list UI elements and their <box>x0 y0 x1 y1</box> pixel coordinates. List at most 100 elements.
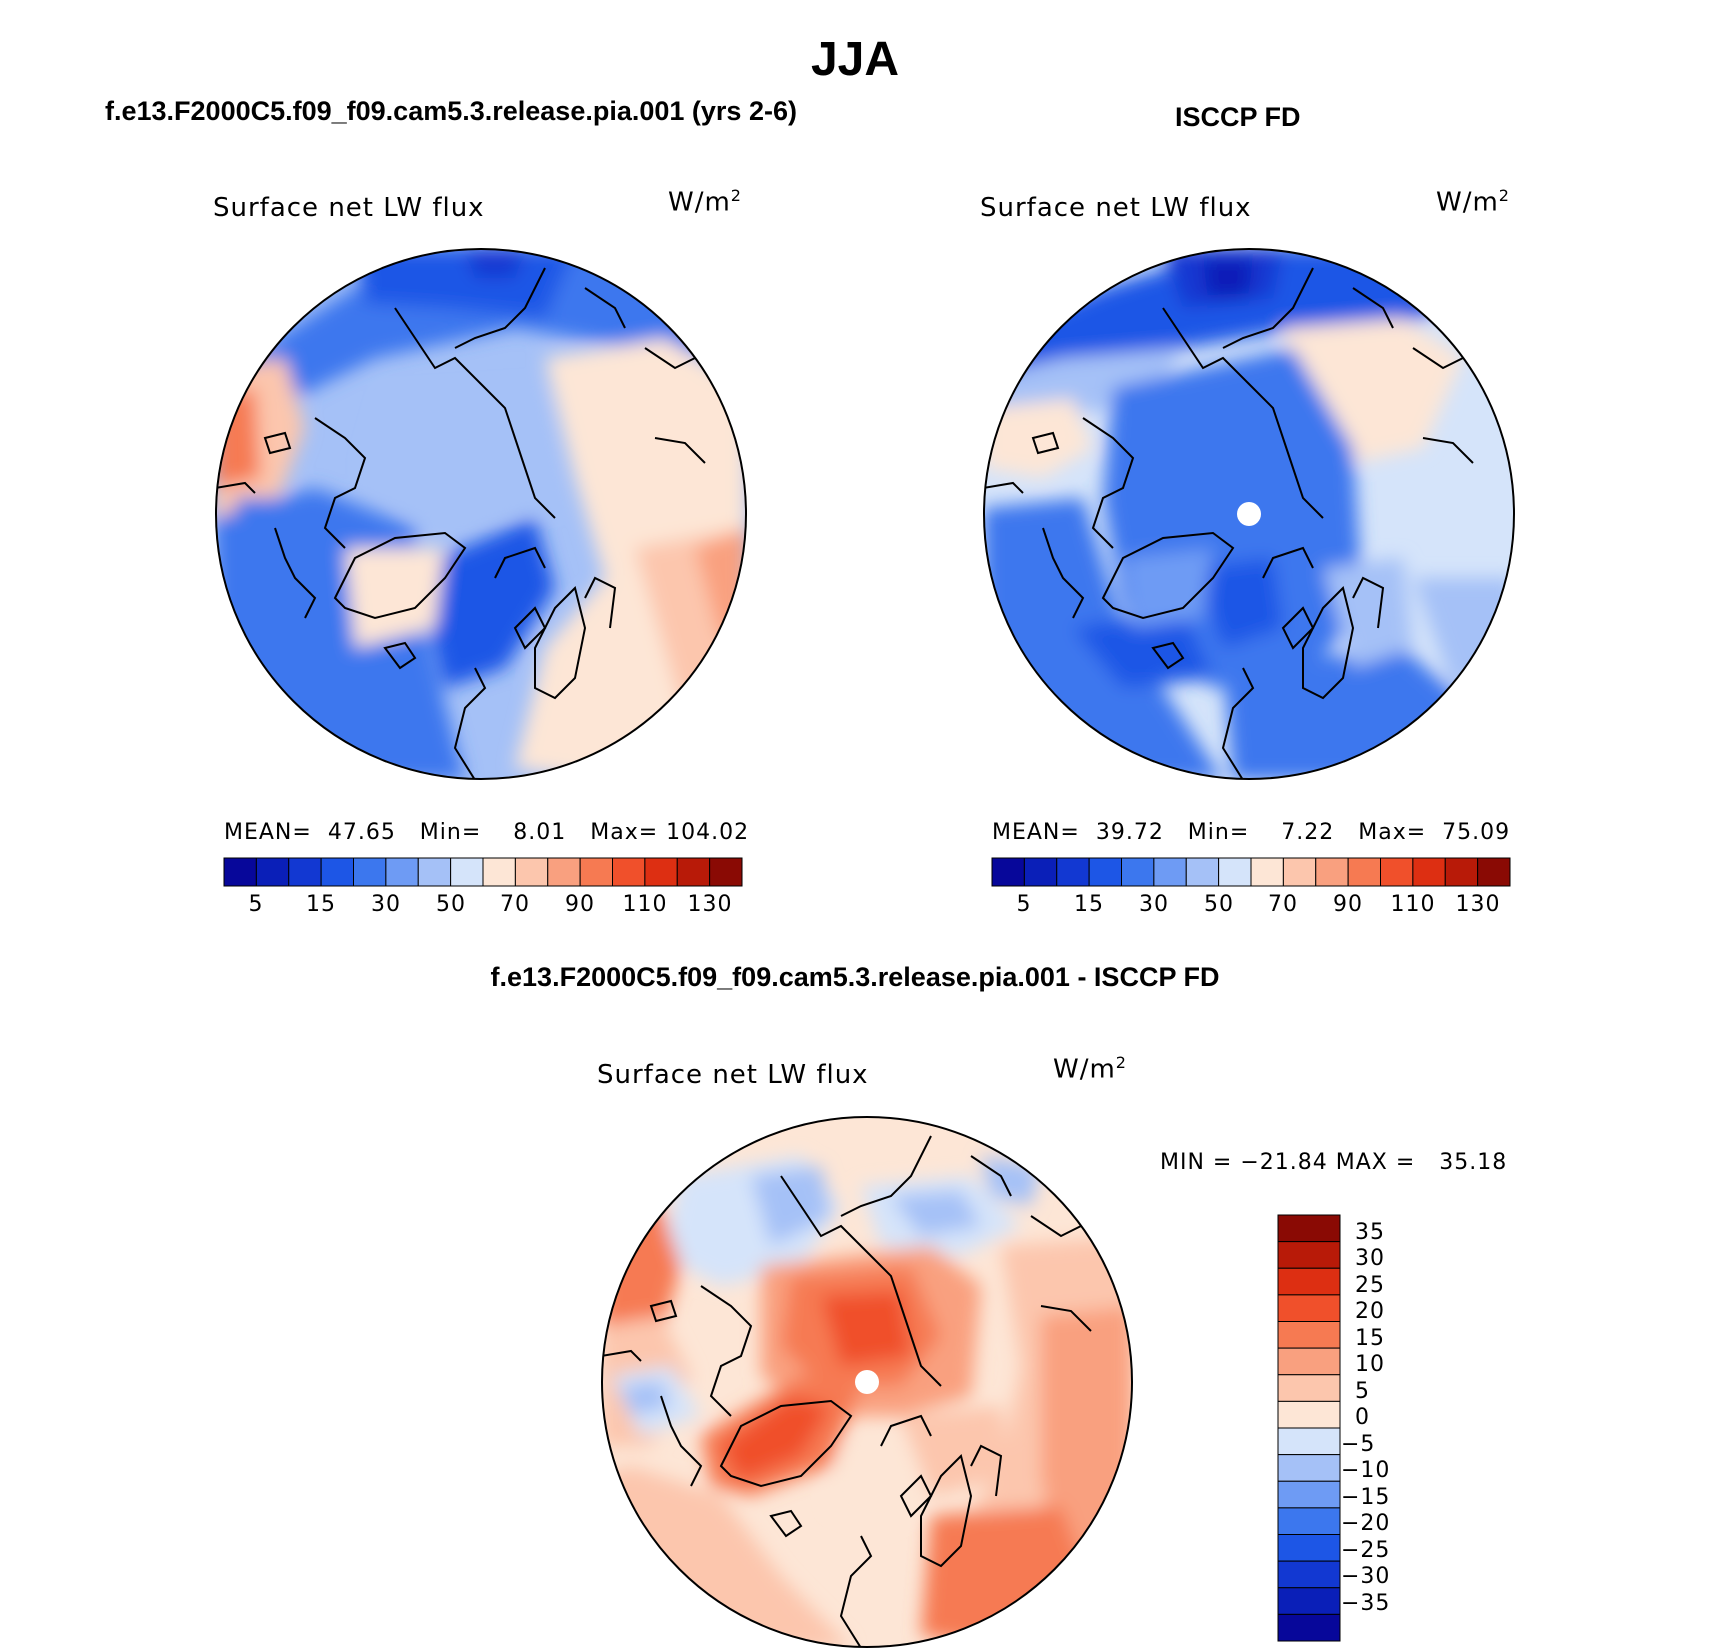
colorbar-swatch <box>514 857 549 887</box>
colorbar-swatch <box>1153 857 1187 887</box>
colorbar-swatch <box>644 857 678 887</box>
difference-polar-map <box>601 1116 1133 1648</box>
colorbar-tick: 110 <box>1390 892 1436 917</box>
coastline-lines <box>216 267 706 779</box>
figure-title: JJA <box>810 33 900 86</box>
colorbar-tick: 30 <box>1139 892 1169 917</box>
colorbar-tick: 35 <box>1355 1220 1385 1245</box>
colorbar-swatch <box>1218 857 1252 887</box>
model-stats: MEAN= 47.65 Min= 8.01 Max= 104.02 <box>224 820 750 845</box>
difference-unit-label: W/m2 <box>1053 1053 1127 1085</box>
pole-hole <box>855 1370 879 1394</box>
colorbar-swatch <box>1347 857 1382 887</box>
obs-colorbar-swatches <box>991 857 1511 887</box>
colorbar-swatch <box>288 857 322 887</box>
colorbar-tick: 70 <box>1268 892 1298 917</box>
colorbar-swatch <box>1277 1454 1341 1482</box>
colorbar-tick: 5 <box>248 892 264 917</box>
colorbar-tick: 130 <box>687 892 733 917</box>
obs-panel-header: ISCCP FD <box>1175 102 1301 132</box>
colorbar-swatch <box>991 857 1025 887</box>
colorbar-swatch <box>255 857 290 887</box>
colorbar-swatch <box>1277 1587 1341 1615</box>
colorbar-swatch <box>1056 857 1090 887</box>
colorbar-tick: −10 <box>1341 1458 1391 1483</box>
colorbar-tick: −30 <box>1341 1564 1391 1589</box>
colorbar-swatch <box>1277 1560 1341 1589</box>
colorbar-swatch <box>223 857 257 887</box>
obs-plot-title: Surface net LW flux <box>980 193 1252 223</box>
colorbar-tick: 90 <box>1333 892 1363 917</box>
colorbar-swatch <box>385 857 419 887</box>
colorbar-swatch <box>482 857 516 887</box>
difference-stats: MIN = −21.84 MAX = 35.18 <box>1160 1150 1508 1175</box>
colorbar-tick: 15 <box>1355 1326 1385 1351</box>
colorbar-swatch <box>1250 857 1284 887</box>
colorbar-swatch <box>676 857 711 887</box>
pole-hole <box>1237 502 1261 526</box>
colorbar-tick: 5 <box>1355 1379 1370 1404</box>
colorbar-swatch <box>1315 857 1349 887</box>
colorbar-tick: 10 <box>1355 1352 1385 1377</box>
difference-colorbar <box>1277 1214 1341 1642</box>
colorbar-swatch <box>1023 857 1058 887</box>
colorbar-tick: 20 <box>1355 1299 1385 1324</box>
colorbar-swatch <box>1277 1267 1341 1296</box>
model-colorbar-swatches <box>223 857 743 887</box>
coastline-lines <box>984 267 1474 779</box>
model-polar-map <box>215 248 747 780</box>
colorbar-swatch <box>1277 1321 1341 1349</box>
colorbar-swatch <box>1277 1427 1341 1456</box>
colorbar-swatch <box>1277 1400 1341 1429</box>
colorbar-swatch <box>1185 857 1220 887</box>
obs-polar-map <box>983 248 1515 780</box>
colorbar-swatch <box>1444 857 1479 887</box>
colorbar-swatch <box>1277 1613 1341 1642</box>
colorbar-tick: −25 <box>1341 1538 1391 1563</box>
model-plot-title: Surface net LW flux <box>213 193 485 223</box>
obs-unit-label: W/m2 <box>1436 186 1510 218</box>
colorbar-tick: −35 <box>1341 1591 1391 1616</box>
colorbar-tick: −5 <box>1341 1432 1376 1457</box>
colorbar-tick: 90 <box>565 892 595 917</box>
colorbar-tick: −15 <box>1341 1485 1391 1510</box>
colorbar-tick: 30 <box>1355 1246 1385 1271</box>
difference-colorbar-ticks: 35 30 25 20 15 10 5 0 −5 −10 −15 −20 −25… <box>1341 1220 1435 1640</box>
obs-colorbar-ticks: 5 15 30 50 70 90 110 130 <box>992 892 1510 922</box>
colorbar-tick: 70 <box>500 892 530 917</box>
colorbar-swatch <box>1380 857 1414 887</box>
colorbar-tick: 50 <box>436 892 466 917</box>
model-colorbar-ticks: 5 15 30 50 70 90 110 130 <box>224 892 742 922</box>
colorbar-swatch <box>353 857 387 887</box>
colorbar-swatch <box>1477 857 1511 887</box>
colorbar-swatch <box>1277 1507 1341 1536</box>
colorbar-swatch <box>1412 857 1446 887</box>
colorbar-tick: −20 <box>1341 1511 1391 1536</box>
colorbar-tick: 110 <box>622 892 668 917</box>
colorbar-swatch <box>1277 1534 1341 1562</box>
colorbar-swatch <box>1277 1294 1341 1323</box>
colorbar-tick: 50 <box>1204 892 1234 917</box>
colorbar-swatch <box>1277 1374 1341 1402</box>
difference-panel-header: f.e13.F2000C5.f09_f09.cam5.3.release.pia… <box>490 962 1220 992</box>
colorbar-swatch <box>612 857 646 887</box>
colorbar-swatch <box>320 857 355 887</box>
colorbar-swatch <box>709 857 743 887</box>
colorbar-swatch <box>1277 1241 1341 1269</box>
colorbar-swatch <box>1282 857 1317 887</box>
colorbar-swatch <box>1277 1347 1341 1376</box>
colorbar-swatch <box>1277 1480 1341 1509</box>
colorbar-swatch <box>1088 857 1123 887</box>
model-unit-label: W/m2 <box>668 186 742 218</box>
colorbar-tick: 30 <box>371 892 401 917</box>
colorbar-swatch <box>1121 857 1155 887</box>
colorbar-swatch <box>1277 1214 1341 1243</box>
colorbar-tick: 25 <box>1355 1273 1385 1298</box>
colorbar-tick: 15 <box>1074 892 1104 917</box>
coastline-lines <box>602 1135 1092 1647</box>
colorbar-tick: 0 <box>1355 1405 1370 1430</box>
colorbar-swatch <box>417 857 452 887</box>
colorbar-tick: 5 <box>1016 892 1032 917</box>
model-panel-header: f.e13.F2000C5.f09_f09.cam5.3.release.pia… <box>105 96 797 126</box>
colorbar-swatch <box>579 857 614 887</box>
